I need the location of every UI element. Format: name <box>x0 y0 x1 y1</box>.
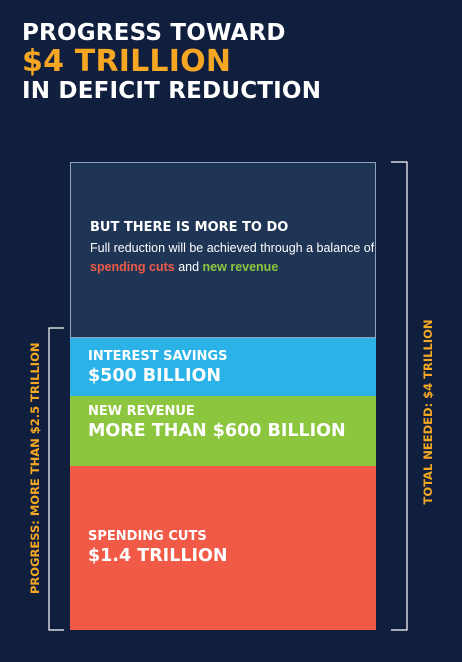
progress-bracket <box>48 327 64 631</box>
title-line-3: IN DEFICIT REDUCTION <box>22 78 322 104</box>
revenue-value: MORE THAN $600 BILLION <box>88 421 346 442</box>
interest-label-text: INTEREST SAVINGS <box>88 348 228 364</box>
remaining-desc: Full reduction will be achieved through … <box>90 239 375 277</box>
spending-label-text: SPENDING CUTS <box>88 529 207 545</box>
interest-value: $500 BILLION <box>88 365 221 386</box>
revenue-label-text: NEW REVENUE <box>88 404 195 419</box>
remaining-title: BUT THERE IS MORE TO DO <box>90 220 289 235</box>
segment-interest-savings: INTEREST SAVINGS $500 BILLION <box>70 337 376 396</box>
total-bracket <box>391 161 408 631</box>
title-line-2: $4 TRILLION <box>22 44 232 79</box>
stacked-bar: BUT THERE IS MORE TO DO Full reduction w… <box>70 162 376 630</box>
total-bracket-label: TOTAL NEEDED: $4 TRILLION <box>421 319 435 505</box>
segment-spending-cuts: SPENDING CUTS $1.4 TRILLION <box>70 466 376 630</box>
segment-remaining: BUT THERE IS MORE TO DO Full reduction w… <box>70 162 376 338</box>
spending-label: SPENDING CUTS $1.4 TRILLION <box>88 529 228 567</box>
title-block: PROGRESS TOWARD $4 TRILLION IN DEFICIT R… <box>22 22 321 103</box>
remaining-note: BUT THERE IS MORE TO DO Full reduction w… <box>90 220 375 277</box>
revenue-label: NEW REVENUE MORE THAN $600 BILLION <box>88 404 346 442</box>
title-line-1: PROGRESS TOWARD <box>22 20 286 46</box>
remaining-desc-and: and <box>174 260 203 274</box>
remaining-desc-revenue: new revenue <box>202 260 279 274</box>
spending-value: $1.4 TRILLION <box>88 546 228 567</box>
segment-new-revenue: NEW REVENUE MORE THAN $600 BILLION <box>70 396 376 467</box>
remaining-desc-text: Full reduction will be achieved through … <box>90 241 375 255</box>
remaining-desc-spending: spending cuts <box>90 260 175 274</box>
progress-bracket-label: PROGRESS: MORE THAN $2.5 TRILLION <box>28 342 42 594</box>
interest-label: INTEREST SAVINGS $500 BILLION <box>88 348 228 387</box>
